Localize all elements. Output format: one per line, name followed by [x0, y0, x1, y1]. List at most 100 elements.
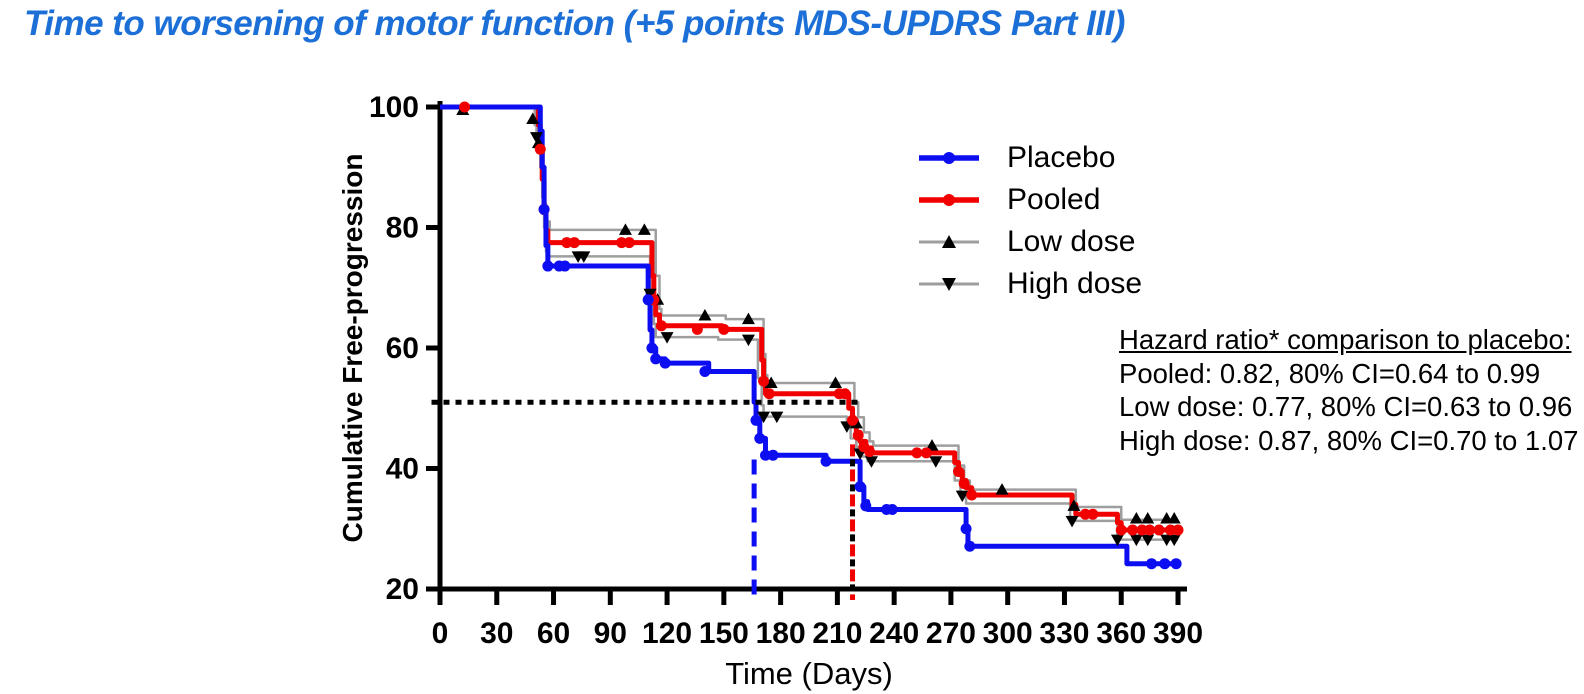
triangle-up-marker: [764, 376, 778, 388]
censor-dot: [1146, 558, 1158, 570]
x-tick-label: 60: [537, 617, 570, 650]
y-tick-label: 100: [369, 91, 419, 124]
triangle-up-marker: [995, 483, 1009, 495]
legend-item-high-dose: High dose: [919, 263, 1142, 305]
x-tick-label: 360: [1096, 617, 1146, 650]
censor-dot: [1172, 524, 1184, 536]
legend-dot: [943, 152, 955, 164]
triangle-up-marker: [925, 439, 939, 451]
y-tick-label: 40: [386, 453, 419, 486]
triangle-down-marker: [929, 456, 943, 468]
chart-legend: Placebo Pooled Low dose High dose: [919, 137, 1142, 305]
triangle-up-marker: [526, 112, 540, 125]
censor-dot: [1136, 524, 1148, 536]
triangle-down-marker: [577, 251, 591, 263]
triangle-down-marker: [660, 332, 674, 344]
censor-dot: [960, 523, 972, 535]
triangle-up-marker: [698, 308, 712, 321]
triangle-up-marker: [618, 223, 632, 235]
triangle-down-marker: [741, 334, 755, 347]
hazard-ratio-box: Hazard ratio* comparison to placebo: Poo…: [1119, 323, 1578, 457]
legend-item-placebo: Placebo: [919, 137, 1142, 179]
legend-item-low-dose: Low dose: [919, 221, 1142, 263]
censor-dot: [864, 446, 876, 458]
legend-item-pooled: Pooled: [919, 179, 1142, 221]
page-title: Time to worsening of motor function (+5 …: [24, 4, 1125, 43]
censor-dot: [561, 237, 573, 249]
censor-dot: [1153, 524, 1165, 536]
censor-dot: [459, 101, 471, 113]
censor-dot: [616, 237, 628, 249]
triangle-down-marker: [864, 456, 878, 468]
y-tick-label: 60: [386, 332, 419, 365]
x-tick-label: 240: [869, 617, 919, 650]
x-tick-label: 300: [983, 617, 1033, 650]
triangle-up-marker: [1067, 499, 1081, 511]
censor-dot: [750, 414, 762, 426]
legend-swatch-high-dose: [919, 278, 979, 291]
hazard-heading: Hazard ratio* comparison to placebo:: [1119, 324, 1572, 355]
x-axis-title: Time (Days): [725, 656, 893, 691]
x-tick-label: 180: [756, 617, 806, 650]
series-markers-placebo: [538, 203, 1182, 570]
legend-triangle-up: [942, 235, 956, 248]
censor-dot: [1115, 524, 1127, 536]
censor-dot: [966, 489, 978, 501]
censor-dot: [964, 540, 976, 552]
censor-dot: [691, 323, 703, 335]
censor-dot: [920, 447, 932, 459]
triangle-up-marker: [1141, 512, 1155, 524]
triangle-up-marker: [1167, 512, 1181, 524]
censor-dot: [1170, 558, 1182, 570]
y-tick-label: 80: [386, 212, 419, 245]
censor-dot: [820, 455, 832, 467]
censor-dot: [646, 342, 658, 354]
x-tick-label: 210: [812, 617, 862, 650]
legend-label: Low dose: [1007, 225, 1136, 258]
x-tick-label: 330: [1039, 617, 1089, 650]
triangle-up-marker: [741, 312, 755, 325]
x-tick-label: 390: [1153, 617, 1203, 650]
legend-swatch-pooled: [919, 194, 979, 206]
censor-dot: [655, 320, 667, 332]
triangle-down-marker: [1167, 534, 1181, 547]
series-line-placebo: [440, 104, 1178, 567]
x-tick-label: 30: [480, 617, 513, 650]
y-tick-label: 20: [386, 573, 419, 606]
x-tick-label: 120: [642, 617, 692, 650]
censor-dot: [952, 466, 964, 478]
censor-dot: [911, 447, 923, 459]
hazard-line-pooled: Pooled: 0.82, 80% CI=0.64 to 0.99: [1119, 357, 1541, 389]
censor-dot: [759, 449, 771, 461]
y-axis-title: Cumulative Free-progression: [337, 154, 368, 543]
triangle-up-marker: [1129, 512, 1143, 524]
censor-dot: [1079, 508, 1091, 520]
censor-dot: [758, 375, 770, 387]
triangle-down-marker: [757, 411, 771, 424]
censor-dot: [542, 260, 554, 272]
censor-dot: [854, 481, 866, 493]
hazard-line-high-dose: High dose: 0.87, 80% CI=0.70 to 1.07: [1119, 424, 1579, 456]
legend-triangle-down: [942, 278, 956, 291]
triangle-down-marker: [643, 288, 657, 301]
censor-dot: [886, 503, 898, 515]
censor-dot: [642, 294, 654, 306]
censor-dot: [1087, 508, 1099, 520]
triangle-down-marker: [530, 132, 544, 144]
x-tick-label: 270: [926, 617, 976, 650]
x-tick-label: 0: [432, 617, 449, 650]
triangle-down-marker: [1141, 534, 1155, 547]
censor-dot: [718, 323, 730, 335]
legend-swatch-placebo: [919, 152, 979, 164]
censor-dot: [958, 478, 970, 490]
x-tick-label: 150: [699, 617, 749, 650]
censor-dot: [754, 432, 766, 444]
censor-dot: [534, 143, 546, 155]
censor-dot: [650, 353, 662, 365]
censor-dot: [860, 500, 872, 512]
censor-dot: [659, 357, 671, 369]
triangle-down-marker: [1110, 534, 1124, 547]
censor-dot: [538, 203, 550, 215]
